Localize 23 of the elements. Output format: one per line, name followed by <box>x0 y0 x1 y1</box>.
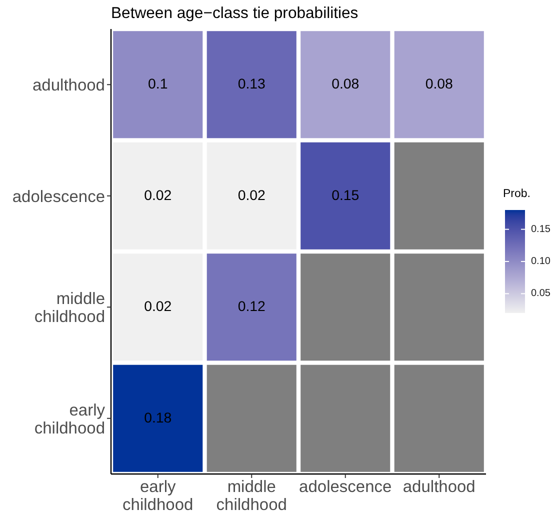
data-label: 0.02 <box>238 188 266 204</box>
x-tick-label: adolescence <box>299 478 392 496</box>
data-label: 0.02 <box>144 188 172 204</box>
data-label: 0.12 <box>238 299 266 316</box>
data-label: 0.15 <box>332 188 360 204</box>
data-label: 0.08 <box>332 76 360 93</box>
color-bar-label: 0.10 <box>531 256 551 267</box>
y-tick-label: early childhood <box>34 401 106 438</box>
x-tick-label: early childhood <box>122 478 194 514</box>
y-tick-label: middle childhood <box>34 290 105 326</box>
color-bar-label: 0.15 <box>531 224 551 235</box>
color-bar-label: 0.05 <box>531 288 551 300</box>
chart-title: Between age−class tie probabilities <box>111 5 358 23</box>
data-label: 0.18 <box>144 410 172 426</box>
data-label: 0.1 <box>148 76 168 93</box>
data-label: 0.08 <box>425 76 454 93</box>
y-tick-label: adulthood <box>32 76 105 95</box>
data-label: 0.13 <box>238 76 266 93</box>
x-tick-label: middle childhood <box>216 478 287 514</box>
color-bar-title: Prob. <box>503 188 530 200</box>
x-tick-label: adulthood <box>402 478 476 496</box>
y-tick-label: adolescence <box>12 188 105 206</box>
data-label: 0.02 <box>144 299 172 316</box>
